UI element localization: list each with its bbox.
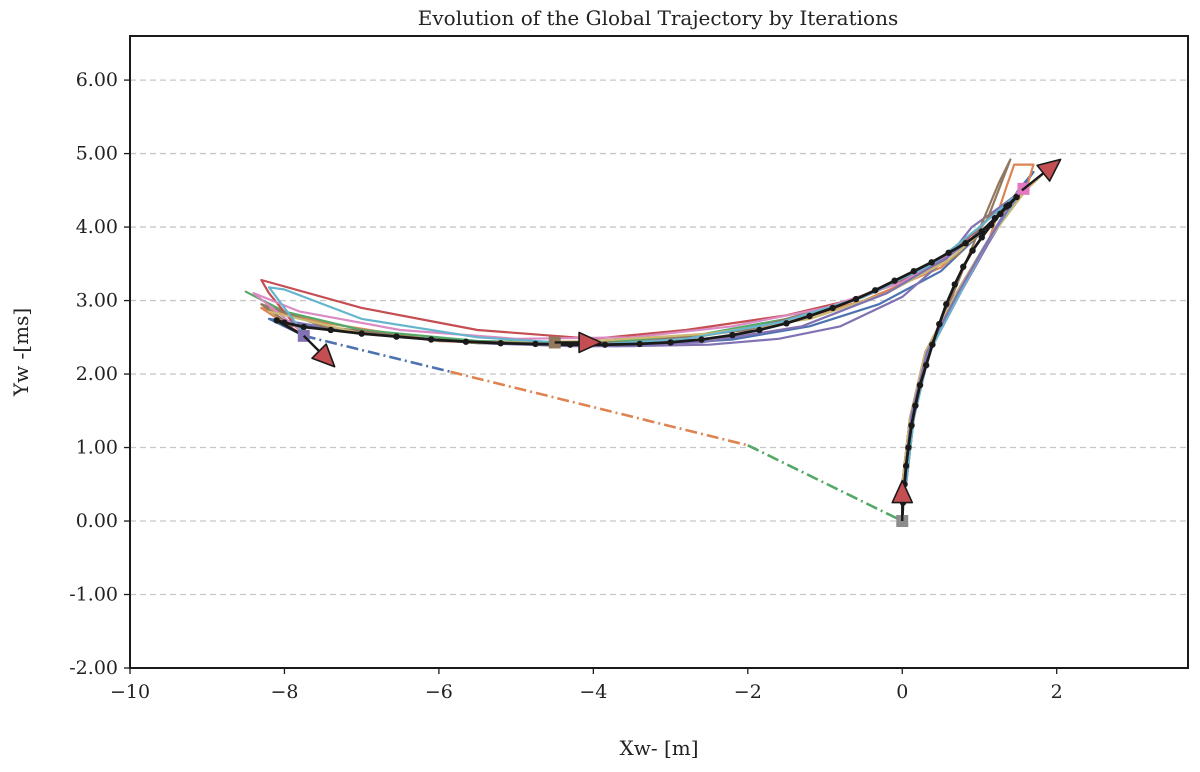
final-trajectory-point-48 [327,326,334,334]
final-trajectory-point-34 [783,320,790,327]
y-tick-label-3: 1.00 [76,437,118,459]
iteration-line-0 [615,170,1035,486]
y-tick-label-2: 0.00 [76,510,118,532]
final-trajectory-point-40 [601,341,609,348]
y-tick-label-6: 4.00 [76,216,118,238]
final-trajectory-point-22 [1003,203,1010,210]
final-trajectory-point-37 [698,336,705,343]
final-trajectory-point-46 [393,333,400,340]
final-trajectory-point-49 [300,323,307,331]
x-tick-label-0: −10 [110,681,150,703]
final-trajectory-point-23 [991,215,999,222]
y-axis-ticks: -2.00 -1.00 0.00 1.00 2.00 3.00 4.00 5.00 6.00 [69,69,130,679]
final-trajectory-point-42 [532,340,539,348]
heading-arrow-stem-3 [302,334,320,352]
final-trajectory-point-10 [936,320,943,328]
final-trajectory-point-12 [951,281,958,288]
x-axis-label: Xw- [m] [619,736,698,760]
final-trajectory-point-35 [756,326,763,334]
connector-lines [303,334,903,523]
final-trajectory-point-7 [916,381,924,389]
y-tick-label-1: -1.00 [69,584,118,606]
final-trajectory-point-15 [978,234,986,241]
heading-arrow-head-3 [311,343,336,368]
final-trajectory-point-44 [462,338,470,345]
chart-title: Evolution of the Global Trajectory by It… [418,6,898,30]
final-trajectory-point-6 [912,402,919,409]
y-tick-label-7: 5.00 [76,143,118,165]
final-trajectory-point-51 [273,317,280,324]
final-trajectory-point-21 [1013,193,1020,201]
final-trajectory-point-50 [281,319,288,326]
final-trajectory-point-33 [806,312,813,320]
heading-arrow-head-1 [1036,158,1062,182]
final-trajectory-line [275,188,1025,520]
gridlines [130,79,1188,669]
x-tick-label-1: −8 [270,681,298,703]
final-trajectory-point-5 [908,422,915,429]
final-trajectory-point-3 [902,462,910,470]
final-trajectory-point-27 [928,259,935,266]
heading-arrow-head-2 [578,331,602,354]
final-trajectory-point-30 [872,287,879,294]
iteration-series [244,158,1047,486]
final-trajectory-point-39 [636,340,643,348]
final-trajectory-point-36 [729,331,736,339]
final-trajectory-point-31 [852,295,860,303]
waypoint-markers [297,182,1030,528]
final-trajectory-point-11 [943,301,950,308]
x-tick-label-3: −4 [579,681,607,703]
final-trajectory-point-17 [997,210,1004,218]
heading-arrow-stem-1 [1021,172,1045,192]
final-trajectory [273,187,1026,523]
connector-segment-0 [303,334,451,374]
y-tick-label-8: 6.00 [76,69,118,91]
x-tick-label-2: −6 [425,681,453,703]
final-trajectory-point-45 [427,336,435,343]
final-trajectory-point-14 [969,247,976,254]
y-tick-label-4: 2.00 [76,363,118,385]
heading-arrow-head-0 [891,479,914,504]
final-trajectory-point-4 [905,444,912,451]
connector-segment-2 [747,444,903,523]
final-trajectory-point-9 [929,341,936,348]
iteration-line-2 [260,163,1035,486]
y-tick-label-5: 3.00 [76,290,118,312]
x-tick-label-5: 0 [896,681,908,703]
x-tick-label-4: −2 [734,681,762,703]
final-trajectory-point-25 [962,240,969,247]
final-trajectory-point-13 [960,263,967,270]
y-tick-label-0: -2.00 [69,657,118,679]
y-axis-label: Yw -[ms] [9,308,33,397]
final-trajectory-point-24 [978,228,986,235]
final-trajectory-point-26 [945,249,952,256]
final-trajectory-point-32 [829,304,836,312]
x-axis-ticks: −10 −8 −6 −4 −2 0 2 [110,668,1063,703]
final-trajectory-point-29 [891,277,898,284]
plot-frame [129,35,1189,669]
final-trajectory-point-38 [667,339,674,346]
connector-segment-1 [450,370,749,447]
final-trajectory-point-16 [987,221,995,229]
heading-arrows [302,158,1062,522]
final-trajectory-point-43 [497,339,504,347]
final-trajectory-point-28 [910,267,918,275]
final-trajectory-point-47 [358,330,365,337]
final-trajectory-point-8 [923,362,930,369]
x-tick-label-6: 2 [1051,681,1063,703]
